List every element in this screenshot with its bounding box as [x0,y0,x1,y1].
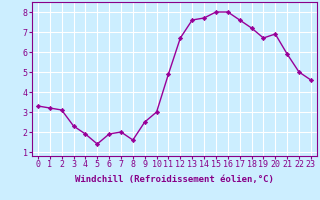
X-axis label: Windchill (Refroidissement éolien,°C): Windchill (Refroidissement éolien,°C) [75,175,274,184]
